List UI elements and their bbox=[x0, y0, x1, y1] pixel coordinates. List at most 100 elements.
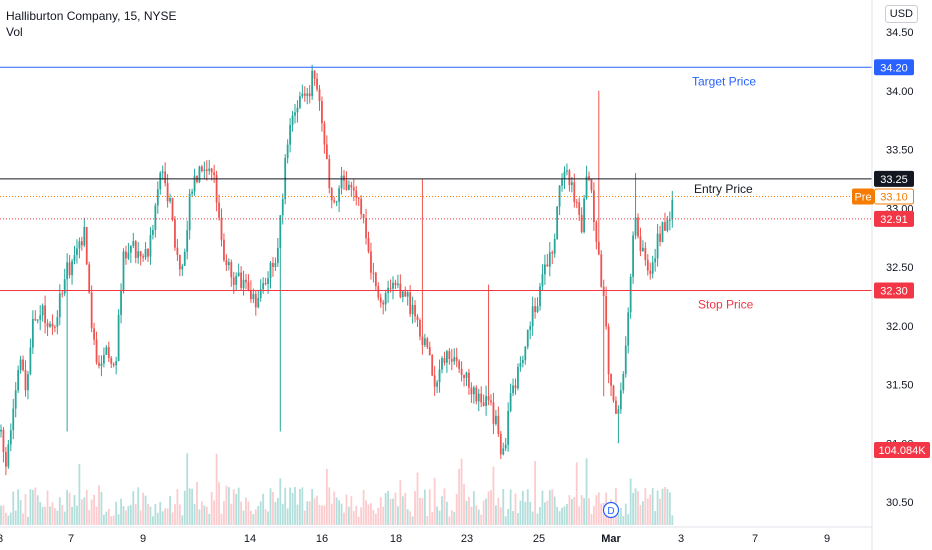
dividend-event-marker[interactable]: D bbox=[602, 501, 620, 519]
candle-body bbox=[9, 430, 12, 445]
volume-bar bbox=[597, 492, 600, 525]
candle-body bbox=[276, 247, 279, 264]
candle-body bbox=[423, 338, 426, 346]
candle-body bbox=[414, 305, 416, 317]
candle-body bbox=[355, 190, 358, 198]
candle-body bbox=[570, 182, 573, 186]
candle-body bbox=[230, 262, 233, 278]
volume-bar bbox=[308, 501, 311, 525]
candle-body bbox=[156, 189, 159, 206]
candle-body bbox=[237, 272, 240, 277]
volume-bar bbox=[352, 511, 355, 525]
volume-bar bbox=[76, 505, 78, 525]
volume-bar bbox=[411, 516, 414, 525]
candle-body bbox=[504, 444, 507, 449]
candle-body bbox=[95, 339, 98, 363]
volume-bar bbox=[120, 498, 122, 525]
volume-bar bbox=[61, 504, 64, 525]
volume-bar bbox=[41, 507, 44, 525]
volume-bar bbox=[152, 516, 154, 525]
volume-bar bbox=[276, 497, 279, 525]
candle-body bbox=[137, 251, 140, 258]
candle-body bbox=[472, 387, 475, 395]
volume-bar bbox=[112, 515, 115, 525]
candle-body bbox=[272, 263, 274, 267]
candle-body bbox=[120, 290, 122, 315]
volume-bar bbox=[95, 506, 98, 525]
candle-body bbox=[198, 166, 201, 183]
volume-bar bbox=[455, 493, 458, 525]
candle-body bbox=[76, 248, 78, 256]
candle-body bbox=[605, 296, 608, 327]
candle-body bbox=[36, 319, 39, 321]
volume-bar bbox=[668, 492, 671, 525]
target-price-badge: 34.20 bbox=[880, 62, 908, 74]
volume-bar bbox=[186, 453, 189, 525]
x-tick-label: 7 bbox=[68, 533, 74, 545]
volume-bar bbox=[642, 501, 644, 525]
last-price-badge: 32.91 bbox=[880, 214, 908, 226]
candle-body bbox=[634, 217, 637, 236]
candle-body bbox=[17, 370, 20, 391]
volume-bar bbox=[252, 514, 255, 525]
candle-body bbox=[88, 264, 91, 293]
candle-body bbox=[654, 258, 657, 263]
volume-bar bbox=[171, 512, 174, 525]
volume-bar bbox=[580, 495, 583, 525]
volume-bar bbox=[181, 515, 184, 525]
volume-bar bbox=[127, 505, 130, 525]
candle-body bbox=[553, 238, 556, 254]
last-price-badge-bg bbox=[874, 210, 914, 227]
volume-bar bbox=[110, 516, 113, 525]
volume-bar bbox=[237, 487, 240, 525]
volume-bar bbox=[22, 513, 24, 525]
volume-bar bbox=[514, 493, 517, 525]
volume-bar bbox=[480, 514, 483, 525]
candle-body bbox=[299, 96, 301, 108]
volume-bars bbox=[0, 453, 674, 525]
candle-body bbox=[468, 372, 470, 388]
x-axis-ticks: 3 7 9 14 16 18 23 25 Mar 3 7 9 bbox=[0, 533, 830, 545]
volume-bar bbox=[374, 513, 377, 525]
candle-body bbox=[374, 272, 377, 287]
candle-body bbox=[495, 415, 497, 424]
volume-bar bbox=[671, 515, 674, 525]
candle-body bbox=[147, 248, 149, 257]
candle-body bbox=[458, 360, 461, 369]
candle-body bbox=[421, 336, 424, 346]
volume-bar bbox=[531, 511, 534, 525]
volume-bar bbox=[426, 516, 429, 525]
volume-bar bbox=[629, 478, 632, 525]
currency-button[interactable]: USD bbox=[884, 5, 918, 23]
candle-body bbox=[394, 282, 397, 286]
volume-bar bbox=[14, 510, 17, 525]
candle-body bbox=[328, 159, 331, 189]
candle-body bbox=[624, 345, 627, 375]
volume-bar bbox=[389, 498, 392, 525]
volume-bar bbox=[227, 487, 230, 525]
candle-body bbox=[441, 358, 443, 370]
entry-price-badge-bg bbox=[874, 170, 914, 187]
candle-body bbox=[610, 374, 612, 386]
volume-bar bbox=[423, 489, 426, 525]
volume-bar bbox=[465, 500, 468, 525]
volume-bar bbox=[357, 516, 360, 525]
candle-body bbox=[595, 221, 598, 242]
candle-body bbox=[597, 241, 600, 255]
volume-bar bbox=[230, 503, 233, 525]
candle-body bbox=[534, 306, 536, 313]
volume-bar bbox=[17, 489, 20, 525]
volume-bar bbox=[472, 491, 475, 525]
candle-body bbox=[174, 219, 176, 248]
candle-body bbox=[499, 434, 502, 455]
candle-body bbox=[105, 347, 108, 355]
candle-body bbox=[593, 190, 595, 222]
volume-bar bbox=[524, 501, 527, 525]
volume-bar bbox=[323, 505, 326, 525]
volume-bar bbox=[575, 462, 578, 525]
candle-body bbox=[455, 357, 458, 361]
volume-bar bbox=[590, 514, 593, 525]
volume-bar bbox=[517, 513, 519, 525]
volume-bar bbox=[335, 497, 338, 525]
